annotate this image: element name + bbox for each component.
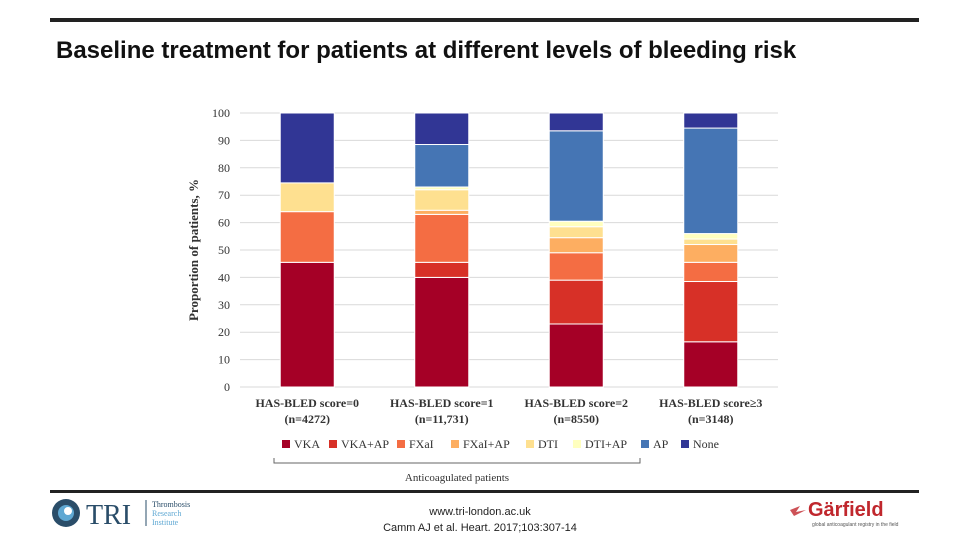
x-tick-label: HAS-BLED score=1 [390,396,494,410]
x-tick-label: HAS-BLED score=0 [255,396,359,410]
y-tick-label: 10 [218,353,230,367]
y-tick-label: 20 [218,325,230,339]
legend-swatch-vka-ap [329,440,337,448]
bar-segment-none [683,112,739,129]
y-tick-label: 60 [218,216,230,230]
legend-swatch-dti [526,440,534,448]
top-rule [50,18,919,22]
bar-segment-dti-ap [683,233,739,240]
legend-swatch-ap [641,440,649,448]
footer-url[interactable]: www.tri-london.ac.uk [429,506,531,518]
y-tick-label: 50 [218,243,230,257]
legend-label: AP [653,437,669,451]
bottom-rule [50,490,919,493]
x-tick-sublabel: (n=8550) [553,412,599,426]
y-tick-label: 40 [218,270,230,284]
y-tick-label: 100 [212,106,230,120]
stacked-bar-chart: 0 10 20 30 40 50 60 70 80 90 100 Proportion of pati… [186,106,778,484]
garfield-logo-tagline: global anticoagulant registry in the fie… [812,522,899,528]
tri-logo-letters: TRI [86,500,131,530]
bar-segment-vka [548,323,604,388]
legend-swatch-fxai [397,440,405,448]
bar-segment-dti [414,189,470,211]
bar-segment-vka [414,276,470,388]
y-tick-label: 70 [218,188,230,202]
legend-swatch-dti-ap [573,440,581,448]
tri-logo-line1: Thrombosis [152,500,190,509]
bar-segment-dti [548,226,604,239]
tri-logo-highlight-icon [64,507,72,515]
bar-segment-fxai-ap [548,237,604,254]
legend-label: FXaI+AP [463,437,510,451]
bar-segment-fxai [279,211,335,263]
bar-segment-vka [683,341,739,388]
x-tick-label: HAS-BLED score=2 [524,396,628,410]
bar-segment-vka-ap [414,261,470,278]
legend-swatch-vka [282,440,290,448]
bar-segment-none [279,112,335,184]
legend-label: DTI [538,437,558,451]
y-axis-title: Proportion of patients, % [186,179,201,321]
x-tick-sublabel: (n=4272) [284,412,330,426]
legend-bracket [273,458,641,464]
footer-citation: Camm AJ et al. Heart. 2017;103:307-14 [383,522,577,534]
x-tick-sublabel: (n=11,731) [415,412,469,426]
bar-segment-dti-ap [548,220,604,228]
legend-label: None [693,437,719,451]
y-tick-label: 90 [218,133,230,147]
legend-label: DTI+AP [585,437,627,451]
bar-segment-ap [548,130,604,222]
garfield-logo-name: Gärfield [808,499,884,521]
tri-logo-line2: Research [152,509,181,518]
bar-segment-none [414,112,470,146]
legend-label: VKA+AP [341,437,389,451]
y-tick-label: 80 [218,161,230,175]
bar-segment-none [548,112,604,132]
bar-segment-vka-ap [548,279,604,325]
y-tick-label: 30 [218,298,230,312]
x-tick-sublabel: (n=3148) [688,412,734,426]
legend-label: FXaI [409,437,434,451]
tri-logo: TRI Thrombosis Research Institute [52,499,190,530]
legend-bracket-label: Anticoagulated patients [405,472,509,484]
bar-segment-fxai-ap [683,244,739,263]
legend-label: VKA [294,437,320,451]
garfield-logo: Gärfield global anticoagulant registry i… [790,499,899,528]
bar-segment-dti [683,238,739,246]
bar-segment-fxai [414,213,470,263]
tri-logo-line3: Institute [152,518,179,527]
legend-swatch-fxai-ap [451,440,459,448]
bar-segment-ap [683,127,739,235]
y-tick-label: 0 [224,380,230,394]
garfield-swoosh-icon [790,506,806,516]
bar-segment-vka [279,261,335,388]
bar-segment-ap [414,144,470,188]
x-tick-label: HAS-BLED score≥3 [659,396,762,410]
page-title: Baseline treatment for patients at diffe… [56,37,797,64]
bar-segment-fxai-ap [414,209,470,215]
legend-swatch-none [681,440,689,448]
bar-segment-fxai [683,261,739,283]
bar-segment-dti [279,182,335,213]
bar-segment-vka-ap [683,281,739,343]
bar-segment-fxai [548,252,604,281]
